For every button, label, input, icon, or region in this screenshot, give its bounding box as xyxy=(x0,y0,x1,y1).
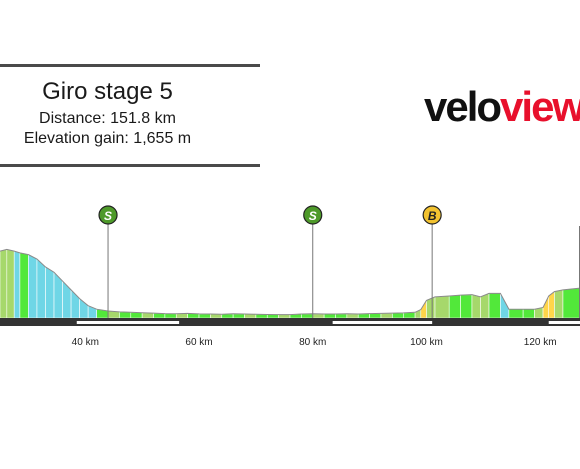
road-white-bar xyxy=(76,321,180,324)
stage-title: Giro stage 5 xyxy=(42,78,173,105)
stage-info-box: Giro stage 5 Distance: 151.8 km Elevatio… xyxy=(0,64,260,168)
profile-segment xyxy=(278,314,291,319)
profile-segment xyxy=(392,312,405,319)
bonus-marker xyxy=(422,205,442,225)
profile-segment xyxy=(19,252,29,319)
stage-elevation-gain: Elevation gain: 1,655 m xyxy=(23,130,192,147)
profile-segment xyxy=(45,266,55,319)
profile-segment xyxy=(508,308,524,319)
profile-segment xyxy=(0,248,8,319)
profile-segment xyxy=(28,254,38,319)
profile-segment xyxy=(119,311,132,319)
x-tick-label: 40 km xyxy=(72,337,99,348)
x-axis-ticks: 40 km 60 km 80 km 100 km 120 km xyxy=(72,337,557,348)
stage-distance: Distance: 151.8 km xyxy=(39,110,176,127)
profile-segment xyxy=(62,280,72,319)
road-strip xyxy=(0,318,580,326)
profile-segment xyxy=(323,313,336,319)
x-tick-label: 60 km xyxy=(185,337,212,348)
road-white-bar xyxy=(332,321,433,324)
profile-segment xyxy=(369,313,382,319)
x-tick-label: 120 km xyxy=(524,337,557,348)
logo-view: view xyxy=(500,83,580,130)
x-tick-label: 100 km xyxy=(410,337,443,348)
profile-segment xyxy=(471,294,481,319)
profile-segment xyxy=(522,308,535,319)
info-top-rule xyxy=(0,64,260,67)
profile-segment xyxy=(554,289,564,319)
road-white-bar xyxy=(548,321,580,324)
profile-segment xyxy=(434,295,450,319)
profile-outline xyxy=(0,248,580,316)
profile-segment xyxy=(380,312,393,319)
profile-segment xyxy=(500,293,510,319)
profile-segment xyxy=(36,258,46,319)
profile-segment xyxy=(562,287,580,319)
marker-label: S xyxy=(104,209,112,223)
profile-segment xyxy=(448,294,461,319)
road-band xyxy=(0,318,580,326)
profile-segment xyxy=(460,294,473,319)
veloview-logo: veloview xyxy=(424,86,580,128)
info-bottom-rule xyxy=(0,164,260,167)
profile-segment xyxy=(480,292,490,319)
profile-segment xyxy=(6,248,15,319)
profile-segments xyxy=(0,248,580,319)
profile-segment xyxy=(164,313,177,319)
profile-segment xyxy=(13,250,21,319)
sprint-marker xyxy=(98,205,118,225)
logo-velo: velo xyxy=(424,83,502,130)
marker-label: B xyxy=(428,209,437,223)
sprint-marker xyxy=(303,205,323,225)
profile-segment xyxy=(542,295,550,319)
marker-label: S xyxy=(309,209,317,223)
profile-segment xyxy=(488,293,501,319)
x-tick-label: 80 km xyxy=(299,337,326,348)
